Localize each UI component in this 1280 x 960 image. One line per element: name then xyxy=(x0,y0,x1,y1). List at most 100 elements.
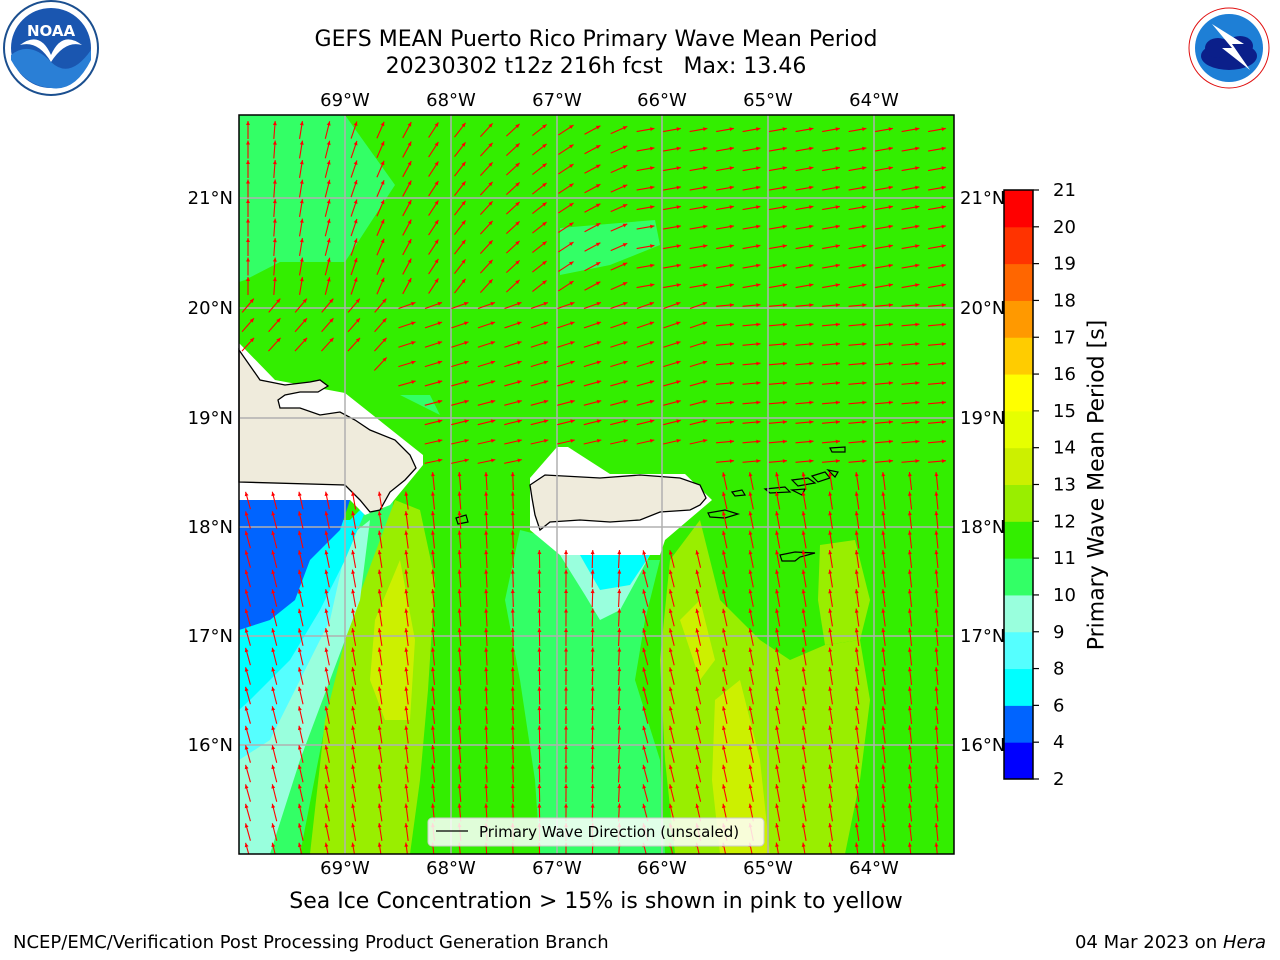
wave-arrow xyxy=(271,667,278,685)
wave-arrow xyxy=(663,263,681,269)
wave-arrow xyxy=(376,277,385,295)
wave-arrow xyxy=(742,146,761,152)
wave-arrow xyxy=(801,647,807,666)
wave-arrow xyxy=(297,745,304,763)
wave-arrow xyxy=(590,725,595,744)
wave-arrow xyxy=(828,745,833,763)
wave-arrow xyxy=(377,589,383,607)
wave-arrow xyxy=(610,242,628,252)
wave-arrow xyxy=(347,298,361,313)
wave-arrow xyxy=(642,725,649,744)
wave-arrow xyxy=(321,317,334,333)
wave-arrow xyxy=(610,145,628,154)
wave-arrow xyxy=(775,686,781,705)
wave-arrow xyxy=(484,608,489,627)
wave-arrow xyxy=(506,240,520,254)
wave-arrow xyxy=(376,258,385,275)
wave-arrow xyxy=(506,181,520,196)
wave-arrow xyxy=(457,569,462,588)
wave-arrow xyxy=(558,163,574,175)
wave-arrow xyxy=(457,725,462,744)
wave-arrow xyxy=(748,686,754,705)
wave-arrow xyxy=(272,257,277,276)
wave-arrow xyxy=(901,166,920,172)
wave-arrow xyxy=(722,530,728,549)
wave-arrow xyxy=(689,380,708,387)
wave-arrow xyxy=(617,627,622,647)
wave-arrow xyxy=(324,764,330,783)
wave-arrow xyxy=(881,764,886,783)
wave-arrow xyxy=(484,744,489,764)
lon-label-top: 68°W xyxy=(426,90,476,111)
wave-arrow xyxy=(854,608,860,627)
wave-arrow xyxy=(376,180,385,197)
wave-arrow xyxy=(636,360,655,368)
wave-arrow xyxy=(901,322,920,327)
wave-arrow xyxy=(854,589,860,607)
wave-arrow xyxy=(564,666,568,686)
lat-label-left: 17°N xyxy=(188,626,233,647)
sea-ice-caption: Sea Ice Concentration > 15% is shown in … xyxy=(289,889,903,914)
wave-arrow xyxy=(854,472,860,490)
colorbar-tick-label: 6 xyxy=(1053,695,1064,716)
wave-arrow xyxy=(590,608,595,627)
colorbar-tick-label: 15 xyxy=(1053,401,1076,422)
wave-arrow xyxy=(351,823,357,841)
wave-arrow xyxy=(875,127,893,133)
wave-arrow xyxy=(854,530,860,549)
wave-arrow xyxy=(610,321,628,329)
wave-arrow xyxy=(636,224,655,230)
wave-arrow xyxy=(377,764,383,783)
wave-arrow xyxy=(584,242,601,252)
wave-arrow xyxy=(795,224,814,230)
wave-arrow xyxy=(881,608,886,627)
wave-arrow xyxy=(716,146,734,152)
wave-arrow xyxy=(321,298,334,313)
wave-arrow xyxy=(610,341,628,348)
wave-arrow xyxy=(907,471,913,491)
wave-arrow xyxy=(271,706,278,724)
wave-arrow xyxy=(907,764,913,783)
wave-arrow xyxy=(822,166,840,172)
wave-arrow xyxy=(537,608,542,627)
wave-arrow xyxy=(742,420,761,425)
wave-arrow xyxy=(402,199,412,217)
wave-arrow xyxy=(504,341,522,348)
wave-arrow xyxy=(934,783,939,803)
wave-arrow xyxy=(901,283,920,289)
wave-arrow xyxy=(477,321,496,329)
wave-arrow xyxy=(590,705,595,725)
wave-arrow xyxy=(268,337,281,352)
wave-arrow xyxy=(801,589,807,607)
wave-arrow xyxy=(324,277,331,295)
wave-arrow xyxy=(822,127,840,133)
colorbar-tick-label: 20 xyxy=(1053,217,1076,238)
wave-arrow xyxy=(590,627,595,647)
wave-arrow xyxy=(244,784,251,802)
wave-arrow xyxy=(583,341,602,348)
lat-label-left: 18°N xyxy=(188,517,233,538)
wave-arrow xyxy=(775,647,781,666)
wave-arrow xyxy=(271,842,276,854)
wave-arrow xyxy=(768,322,788,327)
wave-arrow xyxy=(742,303,761,308)
wave-arrow xyxy=(510,666,515,686)
wave-arrow xyxy=(848,322,867,327)
wave-arrow xyxy=(848,381,867,386)
wave-arrow xyxy=(928,224,946,230)
svg-text:NOAA: NOAA xyxy=(27,22,76,40)
wave-arrow xyxy=(374,298,387,313)
wave-arrow xyxy=(457,588,462,608)
wave-arrow xyxy=(246,277,250,295)
wave-arrow xyxy=(689,283,708,289)
wave-arrow xyxy=(934,822,939,842)
wave-arrow xyxy=(636,399,655,406)
wave-arrow xyxy=(636,283,655,289)
wave-arrow xyxy=(324,589,330,607)
wave-arrow xyxy=(564,569,568,588)
wave-arrow xyxy=(404,823,409,841)
wave-arrow xyxy=(271,589,278,607)
wave-arrow xyxy=(722,608,728,627)
wave-arrow xyxy=(324,140,331,159)
